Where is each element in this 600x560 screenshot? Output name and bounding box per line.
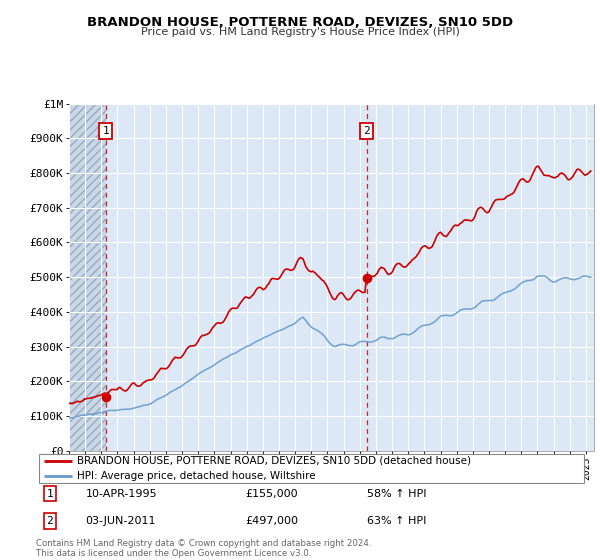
Text: 2: 2 <box>46 516 53 526</box>
Text: Price paid vs. HM Land Registry's House Price Index (HPI): Price paid vs. HM Land Registry's House … <box>140 27 460 37</box>
Text: 1: 1 <box>102 127 109 137</box>
Bar <box>69 104 106 451</box>
Text: HPI: Average price, detached house, Wiltshire: HPI: Average price, detached house, Wilt… <box>77 472 316 481</box>
Text: £497,000: £497,000 <box>246 516 299 526</box>
Text: 63% ↑ HPI: 63% ↑ HPI <box>367 516 427 526</box>
Text: 03-JUN-2011: 03-JUN-2011 <box>86 516 156 526</box>
Text: BRANDON HOUSE, POTTERNE ROAD, DEVIZES, SN10 5DD: BRANDON HOUSE, POTTERNE ROAD, DEVIZES, S… <box>87 16 513 29</box>
Text: 1: 1 <box>46 489 53 499</box>
Text: BRANDON HOUSE, POTTERNE ROAD, DEVIZES, SN10 5DD (detached house): BRANDON HOUSE, POTTERNE ROAD, DEVIZES, S… <box>77 456 472 466</box>
Text: Contains HM Land Registry data © Crown copyright and database right 2024.
This d: Contains HM Land Registry data © Crown c… <box>36 539 371 558</box>
FancyBboxPatch shape <box>39 454 584 483</box>
Text: 58% ↑ HPI: 58% ↑ HPI <box>367 489 427 499</box>
Text: 10-APR-1995: 10-APR-1995 <box>86 489 157 499</box>
Text: 2: 2 <box>363 127 370 137</box>
Text: £155,000: £155,000 <box>246 489 298 499</box>
